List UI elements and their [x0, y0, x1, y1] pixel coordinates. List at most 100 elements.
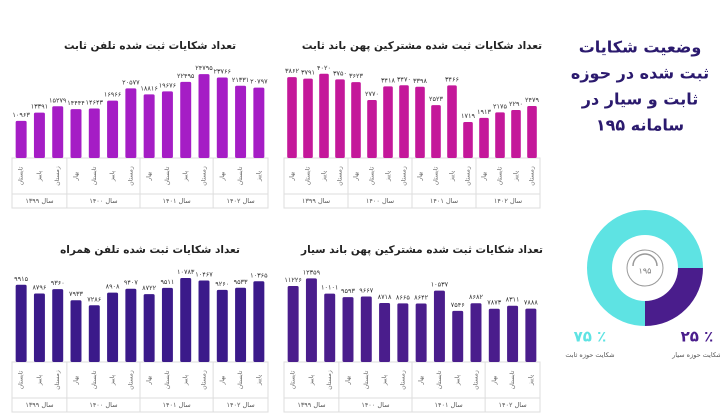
season-label: پاییز — [36, 375, 43, 387]
bar — [161, 91, 173, 158]
season-label: پاییز — [36, 171, 43, 183]
season-label: پاییز — [449, 171, 456, 183]
slice-value-label: ۲۵ ٪ — [681, 328, 714, 346]
season-label: تابستان — [91, 166, 98, 185]
value-label: ۴۰۲۰ — [317, 64, 331, 72]
season-label: بهار — [418, 375, 425, 385]
season-label: زمستان — [127, 370, 134, 390]
value-label: ۲۴۷۹ — [525, 96, 539, 104]
group-label: سال ۱۴۰۲ — [226, 401, 254, 409]
season-label: زمستان — [201, 166, 208, 186]
value-label: ۸۹۰۸ — [106, 283, 120, 291]
bar — [143, 294, 155, 362]
value-label: ۷۲۸۶ — [87, 295, 101, 303]
value-label: ۳۶۲۳ — [349, 72, 363, 80]
value-label: ۸۳۱۱ — [506, 296, 520, 304]
bar — [415, 86, 425, 158]
season-label: تابستان — [164, 166, 171, 185]
bar — [305, 278, 317, 362]
value-label: ۹۵۳۳ — [234, 278, 248, 286]
bar — [415, 303, 427, 362]
bar — [397, 303, 409, 362]
chart-title: تعداد شکایات ثبت شده مشترکین پهن باند سی… — [300, 244, 543, 256]
season-label: زمستان — [529, 166, 536, 186]
season-label: زمستان — [54, 166, 61, 186]
group-label: سال ۱۴۰۲ — [494, 197, 522, 205]
value-label: ۸۶۴۲ — [414, 294, 428, 302]
season-label: پاییز — [385, 171, 392, 183]
value-label: ۲۳۷۶۶ — [214, 68, 231, 76]
season-label: تابستان — [237, 370, 244, 389]
season-label: بهار — [417, 171, 424, 181]
group-label: سال ۱۴۰۱ — [162, 197, 190, 205]
bar — [383, 86, 393, 158]
season-label: بهار — [219, 171, 226, 181]
season-label: تابستان — [237, 166, 244, 185]
value-label: ۱۰۷۸۳ — [177, 268, 195, 276]
season-label: پاییز — [109, 171, 116, 183]
value-label: ۱۹۶۷۶ — [159, 81, 176, 89]
bar — [253, 87, 265, 158]
group-label: سال ۱۳۹۹ — [302, 197, 330, 205]
value-label: ۱۵۲۷۹ — [49, 96, 67, 104]
bar — [360, 296, 372, 362]
value-label: ۱۷۱۹ — [461, 112, 475, 120]
bar — [463, 121, 473, 158]
season-label: پاییز — [182, 375, 189, 387]
value-label: ۱۸۸۱۶ — [140, 84, 157, 92]
season-label: بهار — [491, 375, 498, 385]
season-label: تابستان — [436, 370, 443, 389]
value-label: ۲۷۷۰ — [365, 90, 379, 98]
season-label: زمستان — [399, 370, 406, 390]
value-label: ۸۶۸۲ — [469, 293, 483, 301]
page-title: وضعیت شکایات — [579, 38, 702, 57]
bar — [342, 297, 354, 362]
slice-value-label: ۷۵ ٪ — [574, 328, 607, 346]
bar — [161, 287, 173, 362]
season-label: بهار — [146, 375, 153, 385]
bar — [525, 308, 537, 362]
value-label: ۹۵۹۳ — [341, 287, 355, 295]
group-label: سال ۱۴۰۲ — [498, 401, 526, 409]
value-label: ۳۴۷۰ — [397, 75, 411, 83]
season-label: تابستان — [369, 166, 376, 185]
chart-title: تعداد شکایات ثبت شده تلفن ثابت — [64, 40, 236, 52]
value-label: ۳۴۶۶ — [445, 75, 459, 83]
value-label: ۲۲۴۹۵ — [177, 72, 195, 80]
season-label: پاییز — [527, 375, 534, 387]
value-label: ۲۴۷۹۵ — [195, 64, 213, 72]
value-label: ۹۴۰۷ — [124, 279, 138, 287]
value-label: ۸۷۹۶ — [32, 284, 46, 292]
value-label: ۲۰۵۷۷ — [122, 78, 140, 86]
headset-icon — [632, 253, 658, 267]
group-label: سال ۱۴۰۰ — [89, 401, 117, 409]
bar — [335, 79, 345, 158]
value-label: ۹۲۶۰ — [215, 280, 229, 288]
value-label: ۱۶۹۶۶ — [104, 91, 121, 99]
value-label: ۱۰۹۶۳ — [12, 111, 30, 119]
bar — [70, 300, 82, 362]
bar — [527, 106, 537, 158]
bar — [351, 82, 361, 158]
season-label: زمستان — [54, 370, 61, 390]
season-label: بهار — [481, 171, 488, 181]
bar — [180, 81, 192, 158]
season-label: بهار — [146, 171, 153, 181]
group-label: سال ۱۴۰۲ — [226, 197, 254, 205]
season-label: بهار — [353, 171, 360, 181]
season-label: پاییز — [109, 375, 116, 387]
bar — [15, 120, 27, 158]
season-label: بهار — [345, 375, 352, 385]
season-label: تابستان — [497, 166, 504, 185]
season-label: بهار — [219, 375, 226, 385]
season-label: زمستان — [127, 166, 134, 186]
season-label: زمستان — [473, 370, 480, 390]
season-label: تابستان — [509, 370, 516, 389]
season-label: تابستان — [164, 370, 171, 389]
value-label: ۸۷۲۲ — [142, 284, 156, 292]
value-label: ۲۵۲۳ — [429, 95, 443, 103]
legend-label: شکایت حوزه سیار — [671, 351, 720, 359]
value-label: ۹۹۱۵ — [14, 275, 28, 283]
chart-title: تعداد شکایات ثبت شده مشترکین پهن باند ثا… — [302, 40, 542, 52]
